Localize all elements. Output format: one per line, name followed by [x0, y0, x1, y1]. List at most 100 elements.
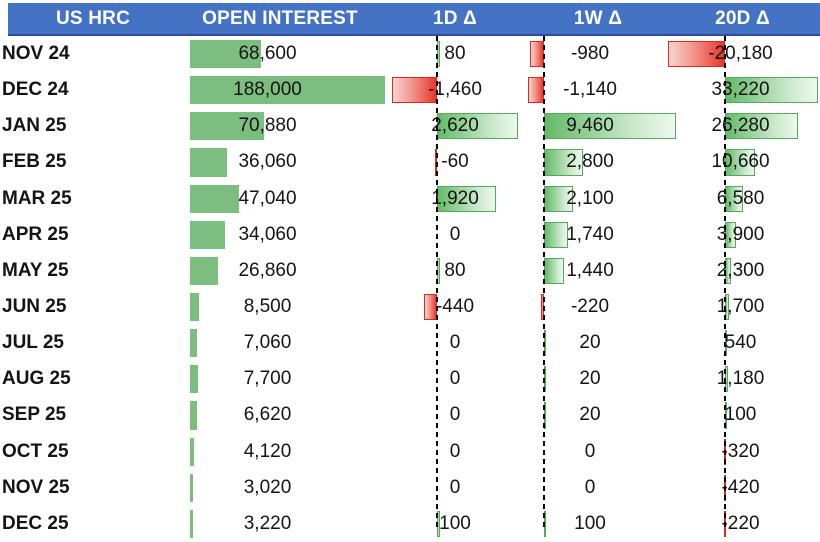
- cell-delta-20d[interactable]: -20,180: [708, 43, 773, 65]
- cell-delta-1d[interactable]: 0: [449, 440, 461, 462]
- cell-contract-month[interactable]: JUL 25: [2, 332, 64, 354]
- cell-delta-1d[interactable]: 80: [444, 43, 466, 65]
- cell-delta-20d[interactable]: 6,580: [716, 187, 765, 209]
- open-interest-data-bar: [190, 473, 194, 502]
- cell-contract-month[interactable]: DEC 24: [2, 79, 69, 101]
- cell-delta-1d[interactable]: 0: [449, 404, 461, 426]
- cell-delta-1d[interactable]: 1,920: [431, 187, 479, 209]
- cell-delta-1d[interactable]: -440: [435, 296, 475, 318]
- delta-bar-positive: [724, 113, 799, 140]
- cell-open-interest[interactable]: 3,220: [243, 512, 292, 534]
- cell-delta-1w[interactable]: 20: [579, 368, 601, 390]
- cell-delta-1w[interactable]: -220: [570, 296, 610, 318]
- zero-axis-line: [723, 36, 726, 530]
- cell-contract-month[interactable]: MAR 25: [2, 187, 72, 209]
- cell-contract-month[interactable]: AUG 25: [2, 368, 71, 390]
- table-row: DEC 24 188,000 -1,460 -1,140 33,220: [0, 72, 820, 108]
- cell-open-interest[interactable]: 3,020: [243, 476, 292, 498]
- cell-delta-20d[interactable]: 1,700: [716, 296, 765, 318]
- cell-open-interest[interactable]: 7,700: [243, 368, 292, 390]
- table-row: MAY 25 26,860 80 1,440 2,300: [0, 253, 820, 289]
- cell-open-interest[interactable]: 34,060: [238, 223, 297, 245]
- delta-bar-positive: [437, 113, 518, 140]
- open-interest-data-bar: [190, 509, 194, 538]
- cell-contract-month[interactable]: JUN 25: [2, 296, 67, 318]
- cell-open-interest[interactable]: 188,000: [233, 79, 302, 101]
- cell-contract-month[interactable]: NOV 24: [2, 43, 70, 65]
- cell-contract-month[interactable]: DEC 25: [2, 512, 69, 534]
- zero-axis-line: [542, 36, 545, 530]
- cell-delta-20d[interactable]: 1,180: [716, 368, 765, 390]
- cell-delta-1d[interactable]: 0: [449, 368, 461, 390]
- cell-delta-1w[interactable]: 2,800: [566, 151, 614, 173]
- cell-delta-20d[interactable]: -320: [721, 440, 760, 462]
- open-interest-data-bar: [190, 40, 262, 69]
- cell-contract-month[interactable]: APR 25: [2, 223, 69, 245]
- cell-open-interest[interactable]: 7,060: [243, 332, 292, 354]
- cell-delta-1w[interactable]: 1,740: [566, 223, 614, 245]
- cell-delta-1d[interactable]: 0: [449, 476, 461, 498]
- column-header-1d-delta[interactable]: 1D Δ: [432, 8, 478, 29]
- table-header-row: US HRC OPEN INTEREST 1D Δ 1W Δ 20D Δ: [8, 3, 820, 36]
- column-header-1w-delta[interactable]: 1W Δ: [573, 8, 623, 29]
- cell-open-interest[interactable]: 4,120: [243, 440, 292, 462]
- cell-delta-20d[interactable]: 33,220: [711, 79, 770, 101]
- table-row: OCT 25 4,120 0 0 -320: [0, 434, 820, 470]
- cell-delta-20d[interactable]: 3,900: [716, 223, 765, 245]
- cell-contract-month[interactable]: OCT 25: [2, 440, 69, 462]
- cell-delta-1d[interactable]: -1,460: [428, 79, 482, 101]
- cell-delta-1w[interactable]: 2,100: [566, 187, 614, 209]
- cell-open-interest[interactable]: 8,500: [243, 296, 292, 318]
- cell-delta-1w[interactable]: -1,140: [563, 79, 617, 101]
- cell-contract-month[interactable]: NOV 25: [2, 476, 70, 498]
- cell-open-interest[interactable]: 6,620: [243, 404, 292, 426]
- cell-delta-20d[interactable]: -420: [721, 476, 760, 498]
- cell-delta-1d[interactable]: -60: [441, 151, 469, 173]
- cell-delta-1d[interactable]: 100: [439, 512, 471, 534]
- cell-delta-1w[interactable]: 1,440: [566, 259, 614, 281]
- open-interest-data-bar: [190, 365, 198, 394]
- cell-contract-month[interactable]: SEP 25: [2, 404, 67, 426]
- table-row: NOV 25 3,020 0 0 -420: [0, 470, 820, 506]
- cell-delta-1w[interactable]: 100: [574, 512, 606, 534]
- cell-delta-1w[interactable]: 0: [584, 440, 596, 462]
- cell-delta-1d[interactable]: 0: [449, 223, 461, 245]
- cell-delta-1w[interactable]: -980: [570, 43, 610, 65]
- column-header-open-interest[interactable]: OPEN INTEREST: [202, 8, 358, 29]
- open-interest-data-bar: [190, 112, 264, 141]
- cell-delta-1w[interactable]: 20: [579, 404, 601, 426]
- table-row: NOV 24 68,600 80 -980 -20,180: [0, 36, 820, 72]
- cell-delta-1d[interactable]: 2,620: [431, 115, 479, 137]
- delta-bar-positive: [724, 149, 755, 176]
- cell-contract-month[interactable]: FEB 25: [2, 151, 67, 173]
- cell-delta-20d[interactable]: -220: [721, 512, 760, 534]
- open-interest-data-bar: [190, 256, 218, 285]
- cell-open-interest[interactable]: 36,060: [238, 151, 297, 173]
- cell-delta-20d[interactable]: 10,660: [711, 151, 770, 173]
- open-interest-data-bar: [190, 184, 239, 213]
- cell-open-interest[interactable]: 68,600: [238, 43, 297, 65]
- cell-contract-month[interactable]: JAN 25: [2, 115, 67, 137]
- cell-contract-month[interactable]: MAY 25: [2, 259, 69, 281]
- open-interest-data-bar: [190, 148, 228, 177]
- cell-delta-1w[interactable]: 9,460: [566, 115, 614, 137]
- cell-delta-20d[interactable]: 100: [724, 404, 757, 426]
- column-header-us-hrc[interactable]: US HRC: [55, 8, 131, 29]
- delta-bar-positive: [543, 185, 574, 212]
- column-header-20d-delta[interactable]: 20D Δ: [715, 8, 770, 29]
- open-interest-data-bar: [190, 292, 199, 322]
- delta-bar-negative: [392, 77, 438, 104]
- table-row: JUL 25 7,060 0 20 540: [0, 325, 820, 361]
- open-interest-data-bar: [190, 329, 198, 358]
- cell-delta-20d[interactable]: 26,280: [711, 115, 770, 137]
- cell-delta-20d[interactable]: 540: [724, 332, 757, 354]
- cell-delta-1w[interactable]: 0: [584, 476, 596, 498]
- cell-open-interest[interactable]: 26,860: [238, 259, 297, 281]
- cell-delta-1d[interactable]: 0: [449, 332, 461, 354]
- cell-open-interest[interactable]: 70,880: [238, 115, 297, 137]
- cell-delta-1w[interactable]: 20: [579, 332, 601, 354]
- delta-bar-positive: [543, 149, 583, 176]
- cell-open-interest[interactable]: 47,040: [238, 187, 297, 209]
- cell-delta-1d[interactable]: 80: [444, 259, 466, 281]
- cell-delta-20d[interactable]: 2,300: [716, 259, 765, 281]
